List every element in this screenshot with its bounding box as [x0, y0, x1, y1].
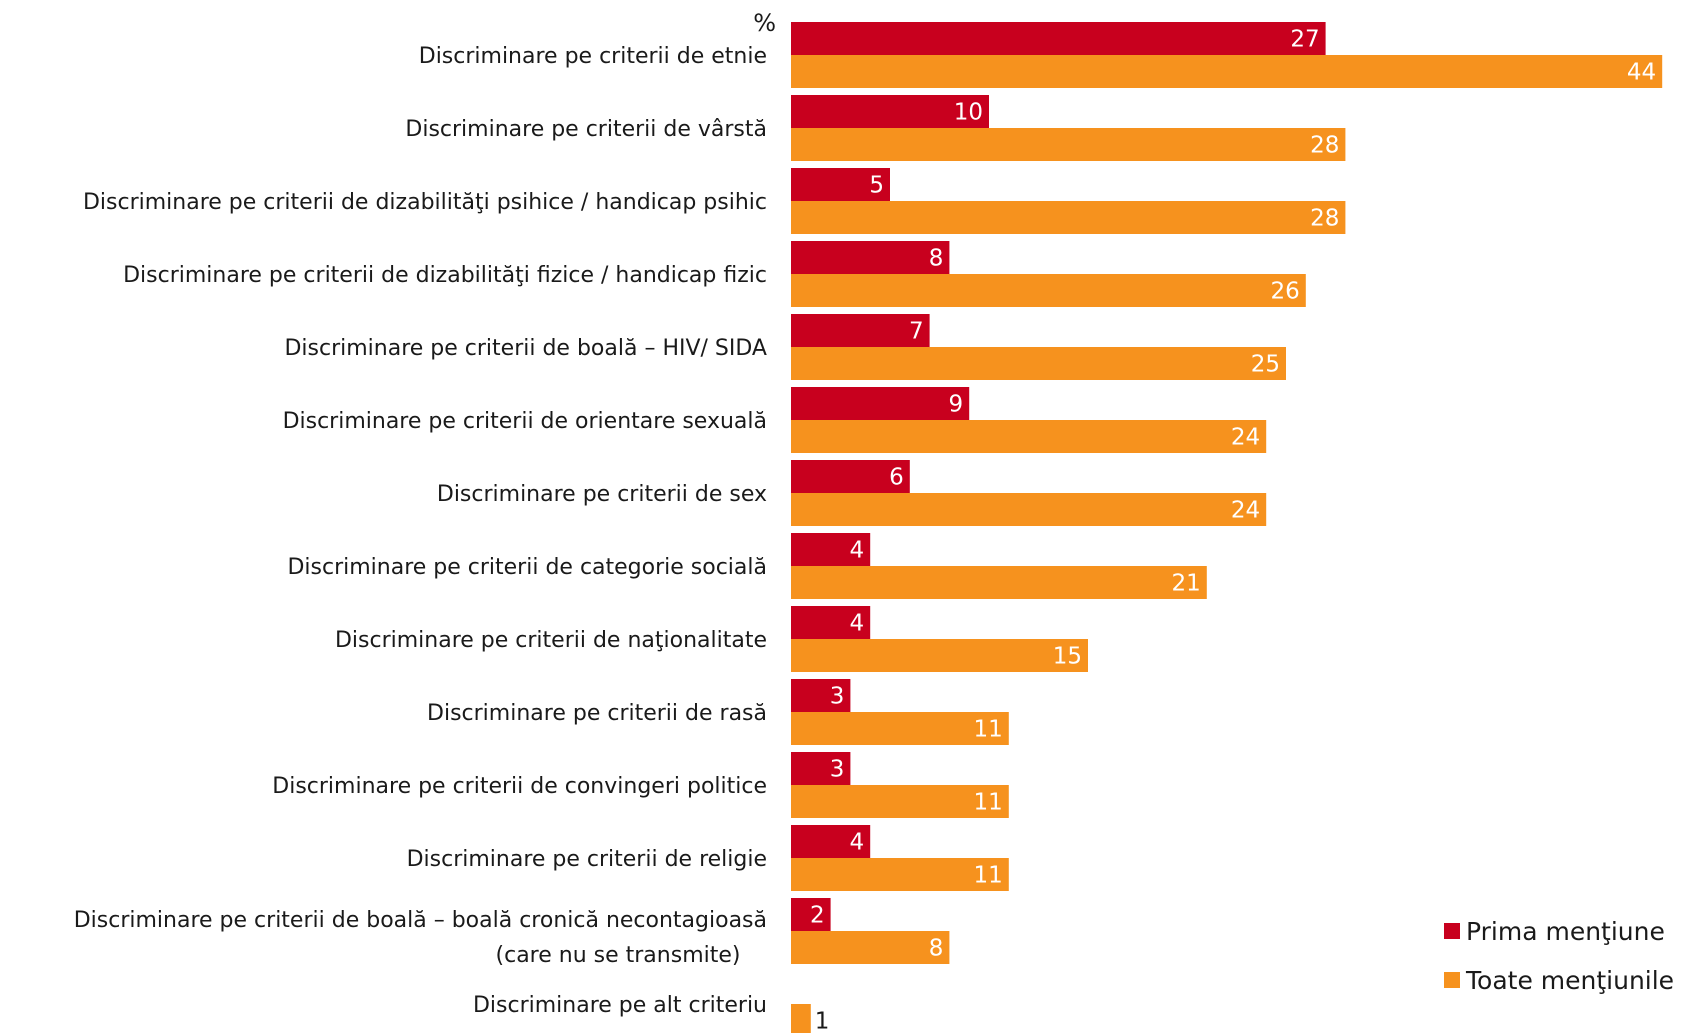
- bar-toate-mentiunile: [791, 55, 1663, 88]
- value-label: 1: [815, 1009, 830, 1033]
- value-label: 26: [1271, 279, 1300, 305]
- bar-toate-mentiunile: [791, 566, 1207, 599]
- bar-prima-mentiune: [791, 825, 871, 858]
- bar-prima-mentiune: [791, 168, 890, 201]
- bar-toate-mentiunile: [791, 1004, 811, 1033]
- unit-label: %: [753, 9, 776, 37]
- category-label: Discriminare pe criterii de dizabilităţi…: [83, 190, 767, 215]
- bar-prima-mentiune: [791, 679, 851, 712]
- value-label: 3: [830, 757, 845, 783]
- bar-prima-mentiune: [791, 314, 930, 347]
- value-label: 3: [830, 684, 845, 710]
- value-label: 5: [869, 173, 884, 199]
- value-label: 8: [929, 246, 944, 272]
- bar-toate-mentiunile: [791, 858, 1009, 891]
- bar-toate-mentiunile: [791, 347, 1286, 380]
- value-label: 15: [1053, 644, 1082, 670]
- bar-prima-mentiune: [791, 241, 950, 274]
- category-label: Discriminare pe criterii de convingeri p…: [272, 774, 767, 799]
- value-label: 2: [810, 903, 825, 929]
- bar-toate-mentiunile: [791, 639, 1088, 672]
- value-label: 21: [1172, 571, 1201, 597]
- legend-entry: Toate menţiunile: [1465, 966, 1674, 995]
- category-label: Discriminare pe criterii de categorie so…: [287, 555, 767, 580]
- bar-toate-mentiunile: [791, 420, 1267, 453]
- value-label: 8: [929, 936, 944, 962]
- bar-prima-mentiune: [791, 22, 1326, 55]
- bars: [791, 22, 1663, 1033]
- value-label: 10: [954, 100, 983, 126]
- value-label: 28: [1310, 206, 1339, 232]
- value-label: 4: [850, 538, 865, 564]
- value-label: 9: [949, 392, 964, 418]
- category-label: Discriminare pe criterii de etnie: [419, 44, 767, 69]
- value-label: 44: [1627, 60, 1656, 86]
- category-label: Discriminare pe criterii de rasă: [427, 701, 767, 726]
- bar-prima-mentiune: [791, 898, 831, 931]
- bar-toate-mentiunile: [791, 274, 1306, 307]
- category-label: Discriminare pe criterii de orientare se…: [283, 409, 767, 434]
- bar-prima-mentiune: [791, 387, 970, 420]
- value-label: 11: [974, 790, 1003, 816]
- legend-swatch: [1444, 972, 1460, 988]
- value-label: 11: [974, 863, 1003, 889]
- value-label: 4: [850, 611, 865, 637]
- value-label: 11: [974, 717, 1003, 743]
- value-label: 24: [1231, 425, 1260, 451]
- category-labels: Discriminare pe criterii de etnie Discrim…: [74, 44, 767, 1018]
- bar-prima-mentiune: [791, 533, 871, 566]
- category-label: Discriminare pe alt criteriu: [473, 993, 767, 1018]
- value-label: 4: [850, 830, 865, 856]
- bar-toate-mentiunile: [791, 493, 1267, 526]
- bar-toate-mentiunile: [791, 712, 1009, 745]
- category-label: Discriminare pe criterii de religie: [407, 847, 767, 872]
- value-label: 28: [1310, 133, 1339, 159]
- value-label: 7: [909, 319, 924, 345]
- value-label: 6: [889, 465, 904, 491]
- value-labels: 2744102852882672592462442141531131141128…: [810, 27, 1656, 1033]
- category-label: Discriminare pe criterii de vârstă: [405, 117, 767, 142]
- bar-toate-mentiunile: [791, 128, 1346, 161]
- bar-prima-mentiune: [791, 752, 851, 785]
- bar-prima-mentiune: [791, 95, 989, 128]
- bar-toate-mentiunile: [791, 931, 950, 964]
- legend-entry: Prima menţiune: [1466, 917, 1665, 946]
- bar-prima-mentiune: [791, 460, 910, 493]
- category-label: Discriminare pe criterii de naţionalitat…: [335, 628, 767, 653]
- bar-prima-mentiune: [791, 606, 871, 639]
- value-label: 24: [1231, 498, 1260, 524]
- category-label: Discriminare pe criterii de dizabilităţi…: [123, 263, 767, 288]
- category-label: Discriminare pe criterii de sex: [437, 482, 767, 507]
- value-label: 27: [1290, 27, 1319, 53]
- category-label: Discriminare pe criterii de boală – boal…: [74, 908, 767, 968]
- bar-toate-mentiunile: [791, 785, 1009, 818]
- legend-swatch: [1444, 923, 1460, 939]
- bar-toate-mentiunile: [791, 201, 1346, 234]
- category-label: Discriminare pe criterii de boală – HIV/…: [284, 336, 767, 361]
- value-label: 25: [1251, 352, 1280, 378]
- legend: Prima menţiune Toate menţiunile: [1444, 917, 1674, 995]
